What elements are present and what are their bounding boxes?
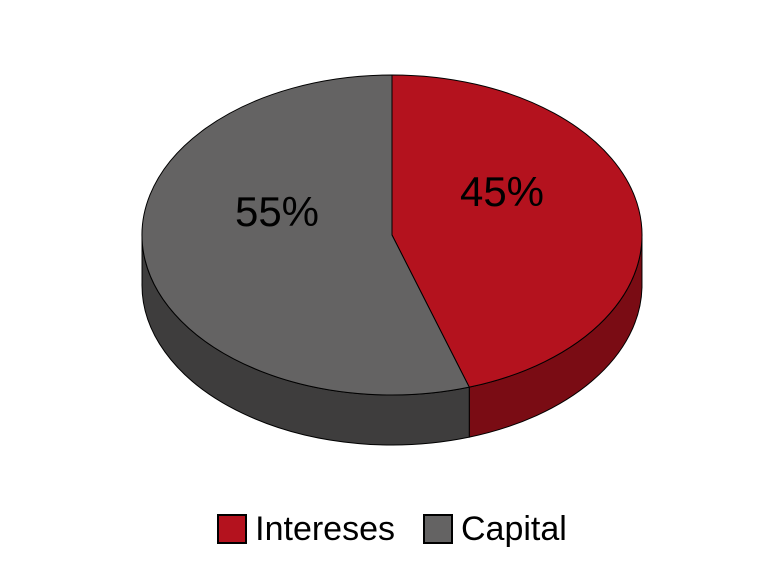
pie-chart-container: 45% 55% Intereses Capital [0, 0, 784, 576]
legend-item-intereses: Intereses [217, 512, 395, 546]
legend-swatch-capital [423, 514, 453, 544]
pie-label-intereses: 45% [460, 168, 544, 215]
legend-item-capital: Capital [423, 512, 567, 546]
legend-label-intereses: Intereses [255, 512, 395, 546]
pie-label-capital: 55% [235, 188, 319, 235]
legend: Intereses Capital [0, 512, 784, 546]
pie-chart: 45% 55% [102, 40, 682, 480]
legend-swatch-intereses [217, 514, 247, 544]
legend-label-capital: Capital [461, 512, 567, 546]
